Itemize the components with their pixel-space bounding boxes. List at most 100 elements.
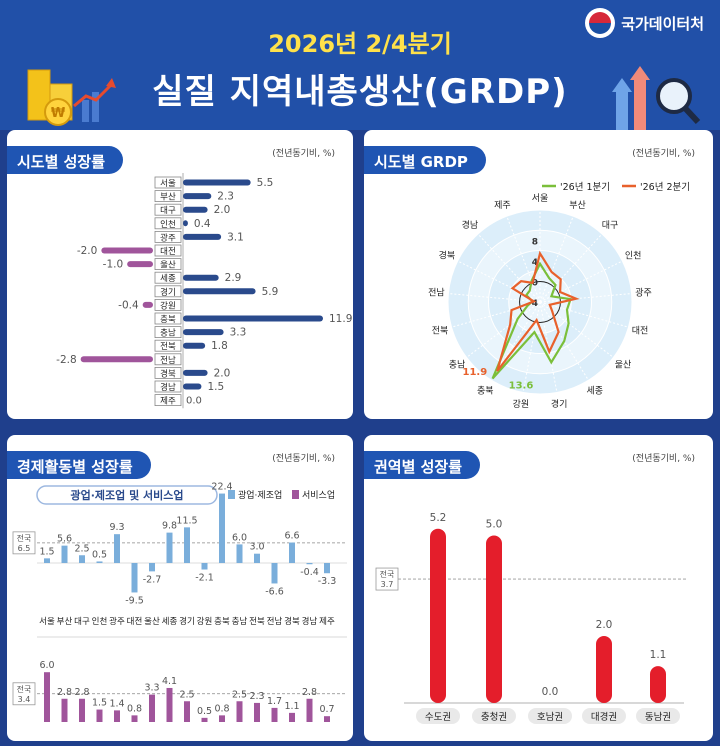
category-box <box>154 271 182 284</box>
category-label: 광주 <box>109 616 125 627</box>
unit-label: (전년동기비, %) <box>632 149 695 159</box>
category-box <box>154 339 182 352</box>
radar-spoke <box>457 260 541 303</box>
value-label: 9.8 <box>162 521 177 532</box>
radar-axis-label: 울산 <box>615 360 632 371</box>
bar <box>306 563 313 565</box>
radar-axis-label: 대구 <box>602 220 619 231</box>
bar <box>166 687 173 722</box>
value-label: 1.7 <box>267 696 282 707</box>
panel-title: 경제활동별 성장률 <box>7 451 151 479</box>
category-label: 수도권 <box>425 711 451 723</box>
bar <box>306 698 313 722</box>
sub-title-box <box>36 485 218 505</box>
category-box <box>154 203 182 216</box>
bar <box>183 193 212 200</box>
reference-value: 3.7 <box>381 580 394 589</box>
category-label: 인천 <box>160 219 176 230</box>
bar <box>61 545 68 563</box>
legend-label: '26년 1분기 <box>560 182 610 193</box>
radar-spoke <box>539 301 629 328</box>
coins-growth-icon: ₩ <box>27 69 116 126</box>
value-label: 3.0 <box>249 542 264 553</box>
category-box <box>154 394 182 407</box>
radar-axis-label: 경기 <box>551 398 568 410</box>
category-box <box>154 231 182 243</box>
reference-label: 전국 <box>17 533 32 543</box>
value-label: 1.5 <box>92 698 107 709</box>
category-box <box>154 258 182 271</box>
value-label: 0.8 <box>127 703 142 714</box>
value-label: -2.7 <box>143 574 162 585</box>
bar <box>236 544 243 563</box>
category-label: 제주 <box>319 617 335 627</box>
category-label: 대구 <box>74 617 90 627</box>
category-label: 서울 <box>160 179 176 189</box>
header-banner: 국가데이터처 2026년 2/4분기 실질 지역내총생산(GRDP) ₩ <box>0 0 720 130</box>
value-label: 2.8 <box>302 687 317 698</box>
radar-axis-label: 충남 <box>449 360 466 371</box>
legend-label: '26년 2분기 <box>640 182 690 193</box>
bar <box>271 707 278 722</box>
value-label: 0.0 <box>186 396 202 407</box>
radar-axis-label: 인천 <box>625 251 642 262</box>
page-subtitle: 2026년 2/4분기 <box>268 30 452 58</box>
radar-spoke <box>448 293 541 303</box>
legend-label: 서비스업 <box>302 490 335 501</box>
radar-spoke <box>539 293 632 303</box>
radar-axis-label: 전남 <box>428 287 445 298</box>
bar <box>114 710 120 722</box>
bar <box>289 542 295 563</box>
value-label: 1.4 <box>109 698 124 709</box>
category-pill <box>582 708 626 724</box>
radar-axis-label: 전북 <box>432 325 449 336</box>
category-label: 충북 <box>214 617 230 627</box>
bar <box>44 672 50 722</box>
category-pill <box>472 708 516 724</box>
category-label: 세종 <box>162 617 178 627</box>
value-label: 11.9 <box>329 313 352 325</box>
bar <box>596 636 612 703</box>
bar <box>96 709 103 722</box>
radar-series-line <box>491 261 572 380</box>
value-label: 0.7 <box>319 704 334 715</box>
bar <box>184 701 190 722</box>
value-label: 2.0 <box>214 367 231 379</box>
value-label: 0.8 <box>214 703 229 714</box>
value-label: 1.1 <box>284 701 299 712</box>
panel-title: 권역별 성장률 <box>364 451 481 479</box>
category-label: 세종 <box>160 274 176 284</box>
value-label: -0.4 <box>300 567 319 578</box>
bar <box>201 717 208 722</box>
bar <box>183 369 208 376</box>
value-label: 5.5 <box>257 177 274 189</box>
radar-spoke <box>539 233 603 303</box>
reference-value: 3.4 <box>18 695 31 704</box>
radar-spoke <box>539 301 614 358</box>
reference-box <box>12 531 36 555</box>
category-label: 부산 <box>160 192 176 203</box>
value-label: 5.2 <box>430 512 447 524</box>
bar <box>149 563 155 572</box>
category-label: 경기 <box>160 287 176 298</box>
category-box <box>154 244 182 257</box>
value-label: -3.3 <box>318 576 337 587</box>
bar <box>183 342 206 349</box>
bar <box>324 563 330 574</box>
value-label: 2.5 <box>232 689 247 700</box>
bar <box>131 715 138 722</box>
bar <box>650 666 666 703</box>
category-label: 전북 <box>160 341 176 352</box>
category-label: 경남 <box>160 382 176 393</box>
radar-axis-label: 광주 <box>635 286 652 298</box>
category-label: 대전 <box>127 616 143 627</box>
bar <box>183 274 219 281</box>
radar-tick-label: -4 <box>528 299 538 309</box>
unit-label: (전년동기비, %) <box>632 454 695 464</box>
bar <box>131 563 138 593</box>
value-label: 6.0 <box>39 660 54 671</box>
bar <box>61 698 68 722</box>
category-label: 충남 <box>160 329 176 339</box>
